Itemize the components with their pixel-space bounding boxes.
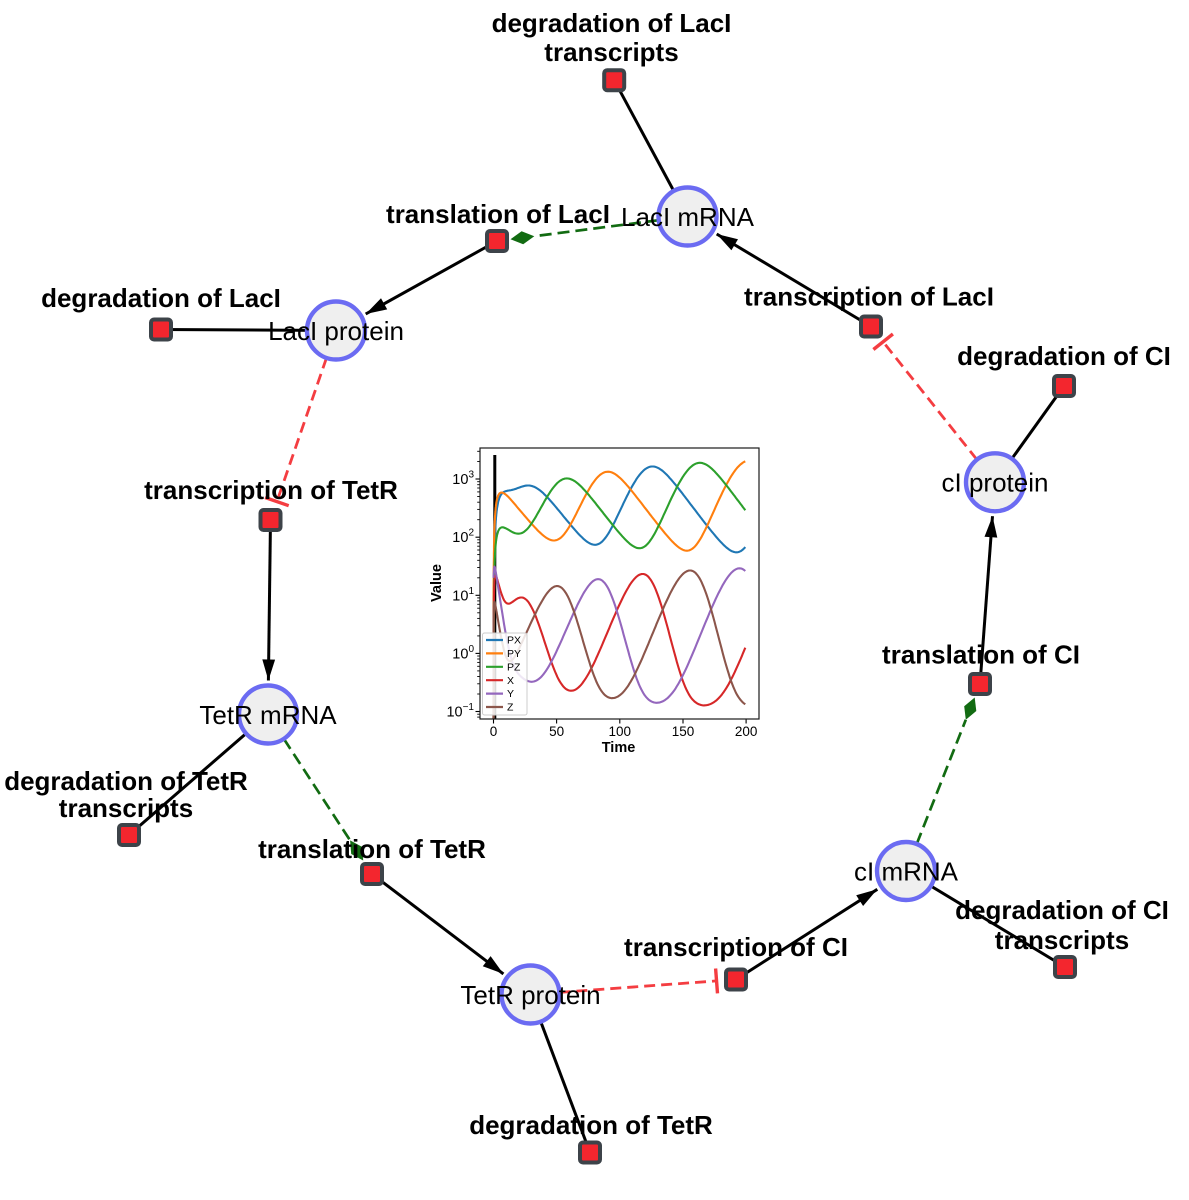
svg-text:degradation of LacI: degradation of LacI xyxy=(41,283,281,313)
svg-text:degradation of CI: degradation of CI xyxy=(957,341,1171,371)
svg-text:transcription of TetR: transcription of TetR xyxy=(144,475,398,505)
svg-text:50: 50 xyxy=(549,724,564,739)
svg-text:PX: PX xyxy=(507,635,521,647)
svg-text:0: 0 xyxy=(490,724,498,739)
svg-text:Z: Z xyxy=(507,702,514,714)
svg-text:200: 200 xyxy=(735,724,758,739)
svg-text:Y: Y xyxy=(507,688,514,700)
svg-text:degradation of LacI: degradation of LacI xyxy=(492,8,732,38)
svg-text:LacI protein: LacI protein xyxy=(268,316,404,346)
svg-text:PY: PY xyxy=(507,648,521,660)
svg-text:150: 150 xyxy=(672,724,695,739)
svg-text:TetR mRNA: TetR mRNA xyxy=(199,700,337,730)
svg-text:translation of TetR: translation of TetR xyxy=(258,834,486,864)
svg-text:transcription of LacI: transcription of LacI xyxy=(744,282,994,312)
svg-text:TetR protein: TetR protein xyxy=(460,980,600,1010)
svg-text:degradation of CI: degradation of CI xyxy=(955,895,1169,925)
svg-text:X: X xyxy=(507,675,514,687)
svg-text:translation of CI: translation of CI xyxy=(882,640,1080,670)
svg-text:cI mRNA: cI mRNA xyxy=(854,856,959,886)
svg-text:LacI mRNA: LacI mRNA xyxy=(621,202,755,232)
svg-text:Value: Value xyxy=(429,564,445,602)
svg-text:transcripts: transcripts xyxy=(544,37,678,67)
svg-text:transcripts: transcripts xyxy=(995,925,1129,955)
svg-text:cI protein: cI protein xyxy=(942,468,1049,498)
svg-text:PZ: PZ xyxy=(507,661,521,673)
svg-text:100: 100 xyxy=(609,724,632,739)
svg-text:degradation of TetR: degradation of TetR xyxy=(469,1110,713,1140)
svg-text:transcription of CI: transcription of CI xyxy=(624,932,848,962)
svg-text:degradation of TetR: degradation of TetR xyxy=(4,766,248,796)
svg-text:transcripts: transcripts xyxy=(59,793,193,823)
svg-text:Time: Time xyxy=(602,740,636,756)
svg-text:translation of LacI: translation of LacI xyxy=(386,199,610,229)
